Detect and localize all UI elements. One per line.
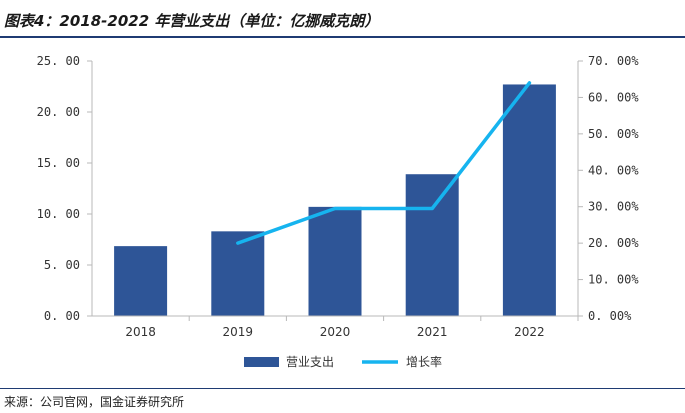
left-axis-tick-label: 25. 00 [37, 54, 80, 68]
line-series [236, 81, 532, 245]
right-axis-tick-label: 0. 00% [588, 309, 632, 323]
right-axis-tick-label: 70. 00% [588, 54, 639, 68]
left-axis-tick-label: 5. 00 [44, 258, 80, 272]
right-axis-tick-label: 30. 00% [588, 200, 639, 214]
x-axis-tick-label: 2022 [514, 325, 545, 339]
right-axis: 0. 00% 10. 00% 20. 00% 30. 00% 40. 00% 50. 00… [577, 54, 639, 323]
chart-title: 图表4：2018-2022 年营业支出（单位：亿挪威克朗） [4, 12, 380, 30]
legend-swatch-bar [244, 357, 279, 367]
right-axis-tick-label: 40. 00% [588, 163, 639, 177]
left-axis-tick-label: 10. 00 [37, 207, 80, 221]
left-axis: 0. 00 5. 00 10. 00 15. 00 20. 00 25. 00 [37, 54, 93, 323]
growth-line [236, 81, 532, 245]
bar [308, 206, 362, 316]
source-note: 来源：公司官网，国金证券研究所 [4, 395, 185, 409]
x-axis-tick-label: 2020 [320, 325, 351, 339]
x-axis: 2018 2019 2020 2021 2022 [92, 315, 579, 339]
bar-series [114, 84, 556, 317]
right-axis-tick-label: 60. 00% [588, 90, 639, 104]
left-axis-tick-label: 15. 00 [37, 156, 80, 170]
bar [405, 174, 459, 316]
x-axis-tick-label: 2019 [223, 325, 254, 339]
left-axis-tick-label: 0. 00 [44, 309, 80, 323]
bar [114, 246, 168, 316]
x-axis-tick-label: 2018 [125, 325, 156, 339]
combo-chart: 0. 00 5. 00 10. 00 15. 00 20. 00 25. 00 0. 00… [37, 54, 640, 369]
bar [502, 84, 556, 317]
legend-label-line: 增长率 [406, 354, 442, 369]
right-axis-tick-label: 20. 00% [588, 236, 639, 250]
left-axis-tick-label: 20. 00 [37, 105, 80, 119]
bar [211, 231, 265, 316]
right-axis-tick-label: 10. 00% [588, 273, 639, 287]
footer-rule [0, 388, 685, 389]
x-axis-tick-label: 2021 [417, 325, 448, 339]
legend: 营业支出 增长率 [244, 354, 442, 369]
right-axis-tick-label: 50. 00% [588, 127, 639, 141]
legend-label-bar: 营业支出 [286, 355, 334, 369]
title-rule [0, 36, 685, 38]
